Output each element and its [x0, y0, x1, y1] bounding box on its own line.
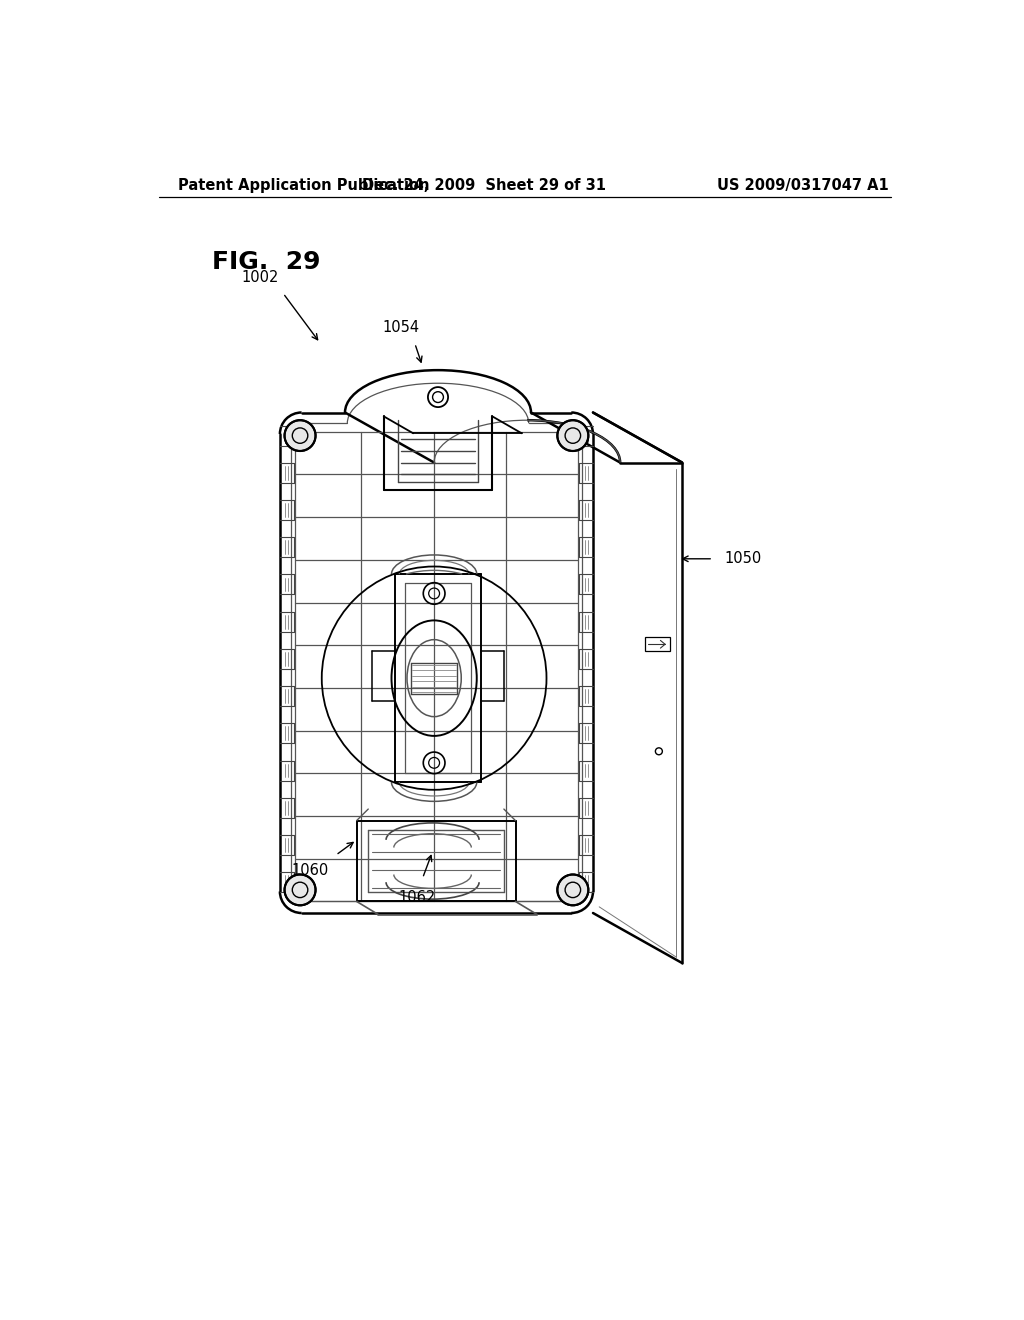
Text: Patent Application Publication: Patent Application Publication	[178, 178, 430, 193]
Text: US 2009/0317047 A1: US 2009/0317047 A1	[717, 178, 889, 193]
Text: 1054: 1054	[382, 321, 420, 335]
Circle shape	[558, 421, 588, 450]
Bar	[645, 638, 670, 651]
Text: Dec. 24, 2009  Sheet 29 of 31: Dec. 24, 2009 Sheet 29 of 31	[362, 178, 606, 193]
Circle shape	[286, 875, 314, 904]
Text: 1060: 1060	[292, 863, 329, 878]
Text: 1062: 1062	[398, 890, 435, 906]
Text: 1002: 1002	[241, 271, 279, 285]
Text: 1050: 1050	[725, 552, 762, 566]
Circle shape	[286, 421, 314, 450]
Circle shape	[558, 875, 588, 904]
Text: FIG.  29: FIG. 29	[212, 251, 321, 275]
